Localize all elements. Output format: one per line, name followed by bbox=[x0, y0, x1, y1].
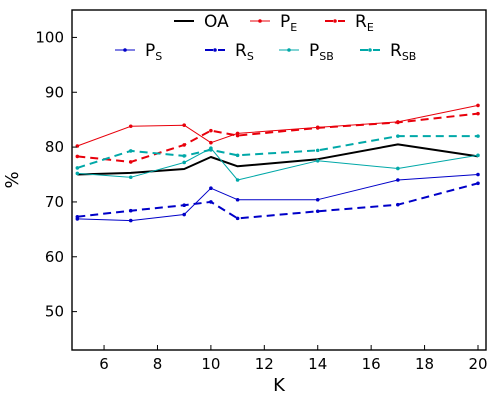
series-line-psb bbox=[77, 147, 479, 181]
data-point-ps bbox=[315, 197, 320, 202]
data-point-ps bbox=[128, 218, 133, 223]
data-point-psb bbox=[75, 171, 80, 176]
x-tick-label: 16 bbox=[362, 355, 381, 373]
series-line-ps bbox=[77, 174, 479, 222]
data-point-rsb bbox=[315, 148, 320, 153]
data-point-rsb bbox=[396, 134, 400, 138]
legend-marker bbox=[123, 48, 127, 52]
data-point-re bbox=[476, 111, 480, 116]
y-tick-label: 60 bbox=[45, 248, 64, 266]
data-point-psb bbox=[182, 160, 186, 165]
series-layer bbox=[75, 103, 480, 223]
data-point-rsb bbox=[235, 153, 240, 158]
axes-layer: 6 8 10 12 14 16 18 20 50 60 70 80 90 100 bbox=[35, 28, 487, 373]
data-point-rs bbox=[476, 181, 480, 186]
data-point-pe bbox=[128, 124, 133, 129]
series-line-oa bbox=[77, 143, 479, 176]
data-point-re bbox=[182, 143, 186, 147]
data-point-psb bbox=[235, 178, 240, 182]
data-point-pe bbox=[182, 123, 186, 127]
legend-label-pe: PE bbox=[280, 12, 297, 34]
data-point-psb bbox=[315, 159, 320, 163]
data-point-ps bbox=[182, 212, 186, 217]
data-point-re bbox=[315, 126, 320, 130]
data-point-re bbox=[396, 120, 400, 125]
legend-label-re: RE bbox=[355, 12, 374, 34]
data-point-rsb bbox=[75, 166, 80, 170]
data-point-psb bbox=[128, 175, 133, 180]
data-point-psb bbox=[476, 153, 480, 158]
series-line-re bbox=[77, 112, 479, 163]
data-point-rs bbox=[396, 202, 400, 207]
y-tick-label: 70 bbox=[45, 193, 64, 211]
series-line-rs bbox=[77, 182, 479, 220]
x-tick-label: 14 bbox=[308, 355, 327, 373]
legend-label-ps: PS bbox=[145, 41, 162, 63]
data-point-re bbox=[128, 160, 133, 164]
legend-label-oa: OA bbox=[204, 12, 229, 32]
data-point-ps bbox=[209, 186, 213, 191]
data-point-rsb bbox=[182, 154, 186, 158]
legend-label-psb: PSB bbox=[309, 41, 334, 63]
legend-marker bbox=[213, 48, 217, 52]
x-tick-label: 12 bbox=[255, 355, 274, 373]
data-point-rs bbox=[75, 214, 80, 219]
data-point-re bbox=[235, 133, 240, 138]
x-tick-label: 6 bbox=[99, 355, 109, 373]
data-point-re bbox=[209, 128, 213, 133]
data-point-ps bbox=[396, 178, 400, 182]
data-point-psb bbox=[396, 166, 400, 171]
plot-frame bbox=[71, 9, 487, 351]
data-point-pe bbox=[476, 103, 480, 108]
data-point-ps bbox=[235, 197, 240, 202]
legend-marker bbox=[287, 48, 291, 52]
y-tick-label: 100 bbox=[35, 28, 64, 46]
y-axis-label: % bbox=[2, 171, 23, 188]
data-point-ps bbox=[476, 172, 480, 177]
legend-label-rsb: RSB bbox=[390, 41, 416, 63]
data-point-pe bbox=[209, 140, 213, 145]
legend-marker bbox=[333, 19, 337, 23]
y-tick-label: 80 bbox=[45, 138, 64, 156]
legend-marker bbox=[368, 48, 372, 52]
series-line-pe bbox=[77, 104, 479, 147]
data-point-rs bbox=[235, 216, 240, 221]
x-axis-label: K bbox=[273, 375, 286, 396]
data-point-rs bbox=[209, 200, 213, 204]
x-tick-label: 18 bbox=[415, 355, 434, 373]
legend: OA PE RE PS RS PSB RSB bbox=[115, 12, 416, 63]
x-tick-label: 20 bbox=[468, 355, 487, 373]
y-tick-label: 50 bbox=[45, 303, 64, 321]
legend-label-rs: RS bbox=[235, 41, 254, 63]
data-point-rsb bbox=[476, 134, 480, 138]
data-point-rs bbox=[182, 203, 186, 208]
data-point-rs bbox=[315, 209, 320, 214]
data-point-rs bbox=[128, 208, 133, 213]
series-line-rsb bbox=[76, 135, 478, 169]
x-tick-label: 8 bbox=[153, 355, 163, 373]
legend-marker bbox=[258, 19, 262, 23]
x-tick-label: 10 bbox=[201, 355, 220, 373]
y-tick-label: 90 bbox=[45, 83, 64, 101]
data-point-rsb bbox=[209, 148, 213, 152]
data-point-re bbox=[75, 154, 80, 159]
data-point-rsb bbox=[128, 149, 133, 153]
